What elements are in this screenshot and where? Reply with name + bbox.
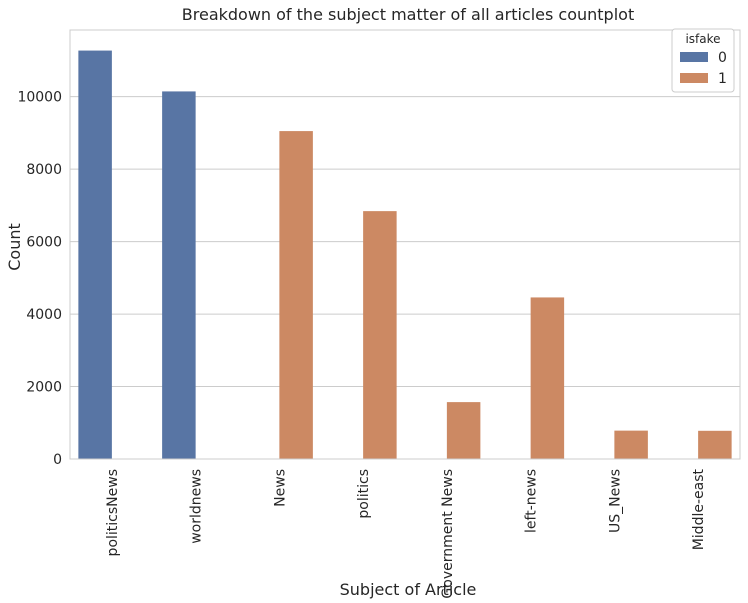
y-tick-label: 8000 xyxy=(26,162,62,178)
bar-Government News-series-1 xyxy=(446,402,481,459)
legend-swatch-0 xyxy=(680,52,708,62)
legend-label-1: 1 xyxy=(718,71,727,87)
bar-Middle-east-series-1 xyxy=(698,430,732,459)
y-tick-label: 4000 xyxy=(26,307,62,323)
y-axis-label: Count xyxy=(5,223,24,271)
bar-US_News-series-1 xyxy=(614,430,648,459)
legend-swatch-1 xyxy=(680,73,708,83)
x-tick-label: politics xyxy=(356,469,372,519)
y-tick-labels: 0 2000 4000 6000 8000 10000 xyxy=(17,90,62,468)
legend-label-0: 0 xyxy=(718,50,727,66)
bar-News-series-1 xyxy=(279,131,313,459)
bar-politicsNews-series-0 xyxy=(78,50,112,459)
x-axis-label: Subject of Article xyxy=(340,580,477,599)
x-tick-label: left-news xyxy=(524,469,540,533)
bar-worldnews-series-0 xyxy=(162,91,196,460)
chart-title: Breakdown of the subject matter of all a… xyxy=(182,5,634,24)
bar-left-news-series-1 xyxy=(530,297,565,459)
y-tick-label: 0 xyxy=(53,452,62,468)
x-tick-label: Government News xyxy=(440,469,456,599)
x-tick-labels: politicsNews worldnews News politics Governm… xyxy=(105,468,707,598)
x-tick-label: worldnews xyxy=(189,469,205,544)
x-tick-label: US_News xyxy=(607,469,623,533)
x-tick-label: politicsNews xyxy=(105,469,121,556)
y-tick-label: 2000 xyxy=(26,380,62,396)
legend-title: isfake xyxy=(685,32,720,46)
bars xyxy=(78,50,732,460)
legend: isfake 0 1 xyxy=(671,28,735,93)
x-tick-label: News xyxy=(272,469,288,507)
x-tick-label: Middle-east xyxy=(691,468,707,550)
bar-politics-series-1 xyxy=(363,211,397,459)
y-tick-label: 10000 xyxy=(17,90,62,106)
y-tick-label: 6000 xyxy=(26,235,62,251)
plot-frame xyxy=(69,29,741,460)
